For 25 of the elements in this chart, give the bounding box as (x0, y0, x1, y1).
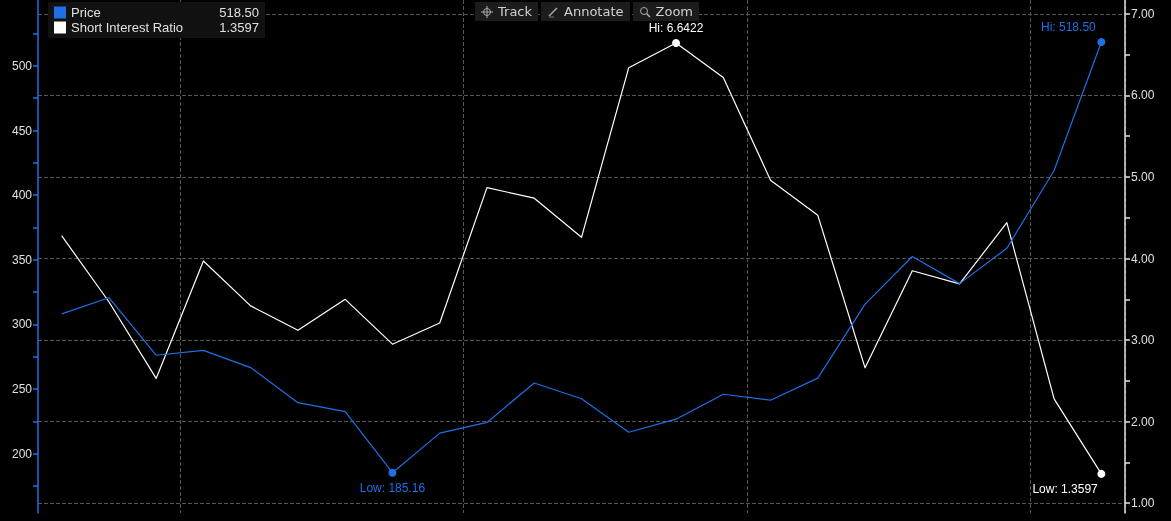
y-tick-label: 250 (11, 381, 33, 396)
data-label: Low: 1.3597 (1032, 481, 1099, 496)
y2-tick-label: 4.00 (1131, 251, 1155, 266)
data-label: Hi: 518.50 (1041, 20, 1097, 34)
data-label: Hi: 6.6422 (648, 21, 704, 36)
annotation: Zoom (655, 4, 693, 19)
legend-label: Price (71, 5, 101, 20)
y-tick-label: 450 (11, 123, 33, 138)
y2-tick-label: 6.00 (1131, 88, 1155, 103)
y2-tick-label: 3.00 (1131, 333, 1155, 348)
y2-tick-label: 1.00 (1131, 496, 1155, 511)
y-tick-label: 500 (11, 58, 33, 73)
annotation: Annotate (564, 4, 624, 19)
y2-tick-label: 7.00 (1131, 6, 1155, 21)
annotation: Track (498, 4, 533, 19)
annotation: 1.3597 (219, 20, 259, 35)
y-tick-label: 350 (11, 252, 33, 267)
y-tick-label: 300 (11, 317, 33, 332)
y2-tick-label: 5.00 (1131, 169, 1155, 184)
annotation: 518.50 (219, 5, 259, 20)
y-tick-label: 200 (11, 446, 33, 461)
data-label: Low: 185.16 (359, 480, 426, 495)
legend-label: Short Interest Ratio (71, 20, 183, 35)
y-tick-label: 400 (11, 188, 33, 203)
y2-tick-label: 2.00 (1131, 414, 1155, 429)
